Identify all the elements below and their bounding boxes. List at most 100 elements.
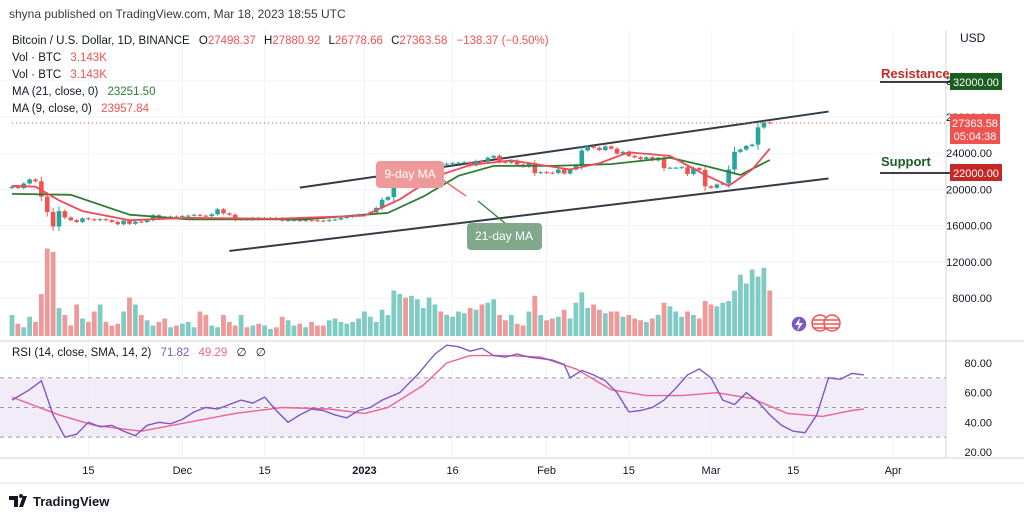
time-tick-label: 16 — [446, 465, 458, 477]
time-tick-label: 15 — [623, 465, 635, 477]
lightning-glyph-icon — [795, 318, 803, 331]
ma9-callout-box — [376, 161, 444, 188]
volume-bar — [508, 315, 514, 336]
legend-high: 27880.92 — [272, 35, 320, 47]
ma9-line — [11, 148, 771, 222]
volume-bar — [738, 274, 743, 336]
candle — [473, 159, 479, 167]
volume-bar — [391, 290, 397, 336]
volume-bar — [450, 316, 455, 336]
volume-bar — [567, 318, 573, 336]
volume-bar — [74, 304, 80, 336]
volume-bar — [209, 325, 215, 336]
candle — [86, 217, 91, 221]
legend-vol-1: Vol · BTC 3.143K — [12, 52, 107, 64]
tradingview-wordmark: TradingView — [33, 494, 110, 509]
volume-bar — [367, 316, 373, 336]
legend-vol-1-label: Vol · BTC — [12, 52, 61, 64]
resistance-value: 32000.00 — [953, 77, 999, 89]
candle — [608, 145, 614, 150]
candle — [544, 171, 549, 174]
rsi-legend-sma: 49.29 — [199, 347, 228, 359]
volume-bar — [385, 315, 391, 336]
volume-bar — [461, 313, 467, 336]
volume-bar — [85, 322, 91, 336]
candle — [550, 171, 555, 175]
candle — [221, 208, 226, 215]
volume-bar — [9, 315, 15, 336]
current-price-tag: 27363.58 05:04:38 — [950, 114, 1000, 144]
volume-bar — [638, 320, 643, 336]
candle — [491, 154, 496, 159]
rsi-axis[interactable]: 20.00 40.00 60.00 80.00 — [964, 358, 992, 459]
candle — [738, 148, 743, 153]
volume-bar — [197, 311, 203, 336]
volume-bar — [708, 304, 714, 336]
volume-bar — [632, 318, 638, 336]
candle — [315, 219, 320, 222]
volume-bar — [174, 325, 179, 336]
legend-close: 27363.58 — [399, 35, 447, 47]
volume-bar — [479, 304, 485, 336]
volume-bar — [456, 311, 461, 336]
volume-bar — [332, 318, 338, 336]
volume-bar — [585, 308, 591, 336]
support-marker: Support 22000.00 — [880, 154, 1002, 181]
candle — [667, 166, 673, 170]
legend-h-label: H — [264, 35, 272, 47]
legend-c-label: C — [391, 35, 399, 47]
candle — [661, 154, 667, 172]
candle — [385, 196, 391, 201]
channel-lower-line — [229, 177, 829, 252]
time-axis[interactable]: 15 Dec 15 2023 16 Feb 15 Mar 15 Apr — [82, 465, 902, 477]
price-axis[interactable]: 8000.0012000.0016000.0020000.0024000.002… — [946, 76, 992, 305]
volume-bar — [432, 304, 438, 336]
volume-bar — [15, 323, 21, 336]
volume-bar — [232, 325, 238, 336]
volume-bar — [714, 306, 720, 336]
volume-bar — [761, 267, 767, 336]
volume-bar — [485, 302, 491, 336]
candle — [91, 218, 97, 222]
volume-bar — [273, 327, 279, 336]
support-value: 22000.00 — [953, 168, 999, 180]
candle — [761, 120, 767, 129]
candle — [97, 218, 103, 222]
volume-bar — [720, 302, 726, 336]
candle — [743, 144, 749, 151]
volume-bar — [344, 323, 350, 336]
volume-bar — [614, 311, 620, 336]
volume-bar — [691, 315, 696, 336]
candle — [456, 161, 461, 165]
candle — [62, 209, 68, 220]
time-tick-label: Dec — [173, 465, 193, 477]
candle — [68, 216, 74, 222]
candle — [39, 176, 44, 202]
volume-bar — [561, 309, 567, 336]
legend-ma21-value: 23251.50 — [108, 86, 156, 98]
candle — [755, 122, 761, 150]
volume-bar — [38, 294, 44, 336]
time-tick-label: Feb — [537, 465, 556, 477]
volume-bar — [115, 323, 121, 336]
rsi-legend: RSI (14, close, SMA, 14, 2) 71.82 49.29 … — [12, 347, 266, 359]
us-flag-event-icon-2[interactable] — [823, 314, 841, 332]
candle — [679, 166, 684, 169]
candle — [444, 162, 449, 166]
volume-bar — [550, 318, 555, 336]
volume-bar — [444, 315, 450, 336]
volume-bar — [597, 309, 602, 336]
support-value-box — [950, 164, 1002, 181]
candle — [538, 171, 543, 175]
volume-bar — [97, 304, 103, 336]
volume-bar — [655, 315, 661, 336]
rsi-sma-line — [11, 354, 864, 432]
time-tick-label: 2023 — [352, 465, 376, 477]
volume-bar — [33, 322, 38, 336]
legend-vol-1-value: 3.143K — [70, 52, 107, 64]
event-markers[interactable] — [790, 314, 841, 333]
volume-bar — [191, 327, 197, 336]
candle — [685, 165, 690, 177]
volume-bar — [150, 325, 156, 336]
